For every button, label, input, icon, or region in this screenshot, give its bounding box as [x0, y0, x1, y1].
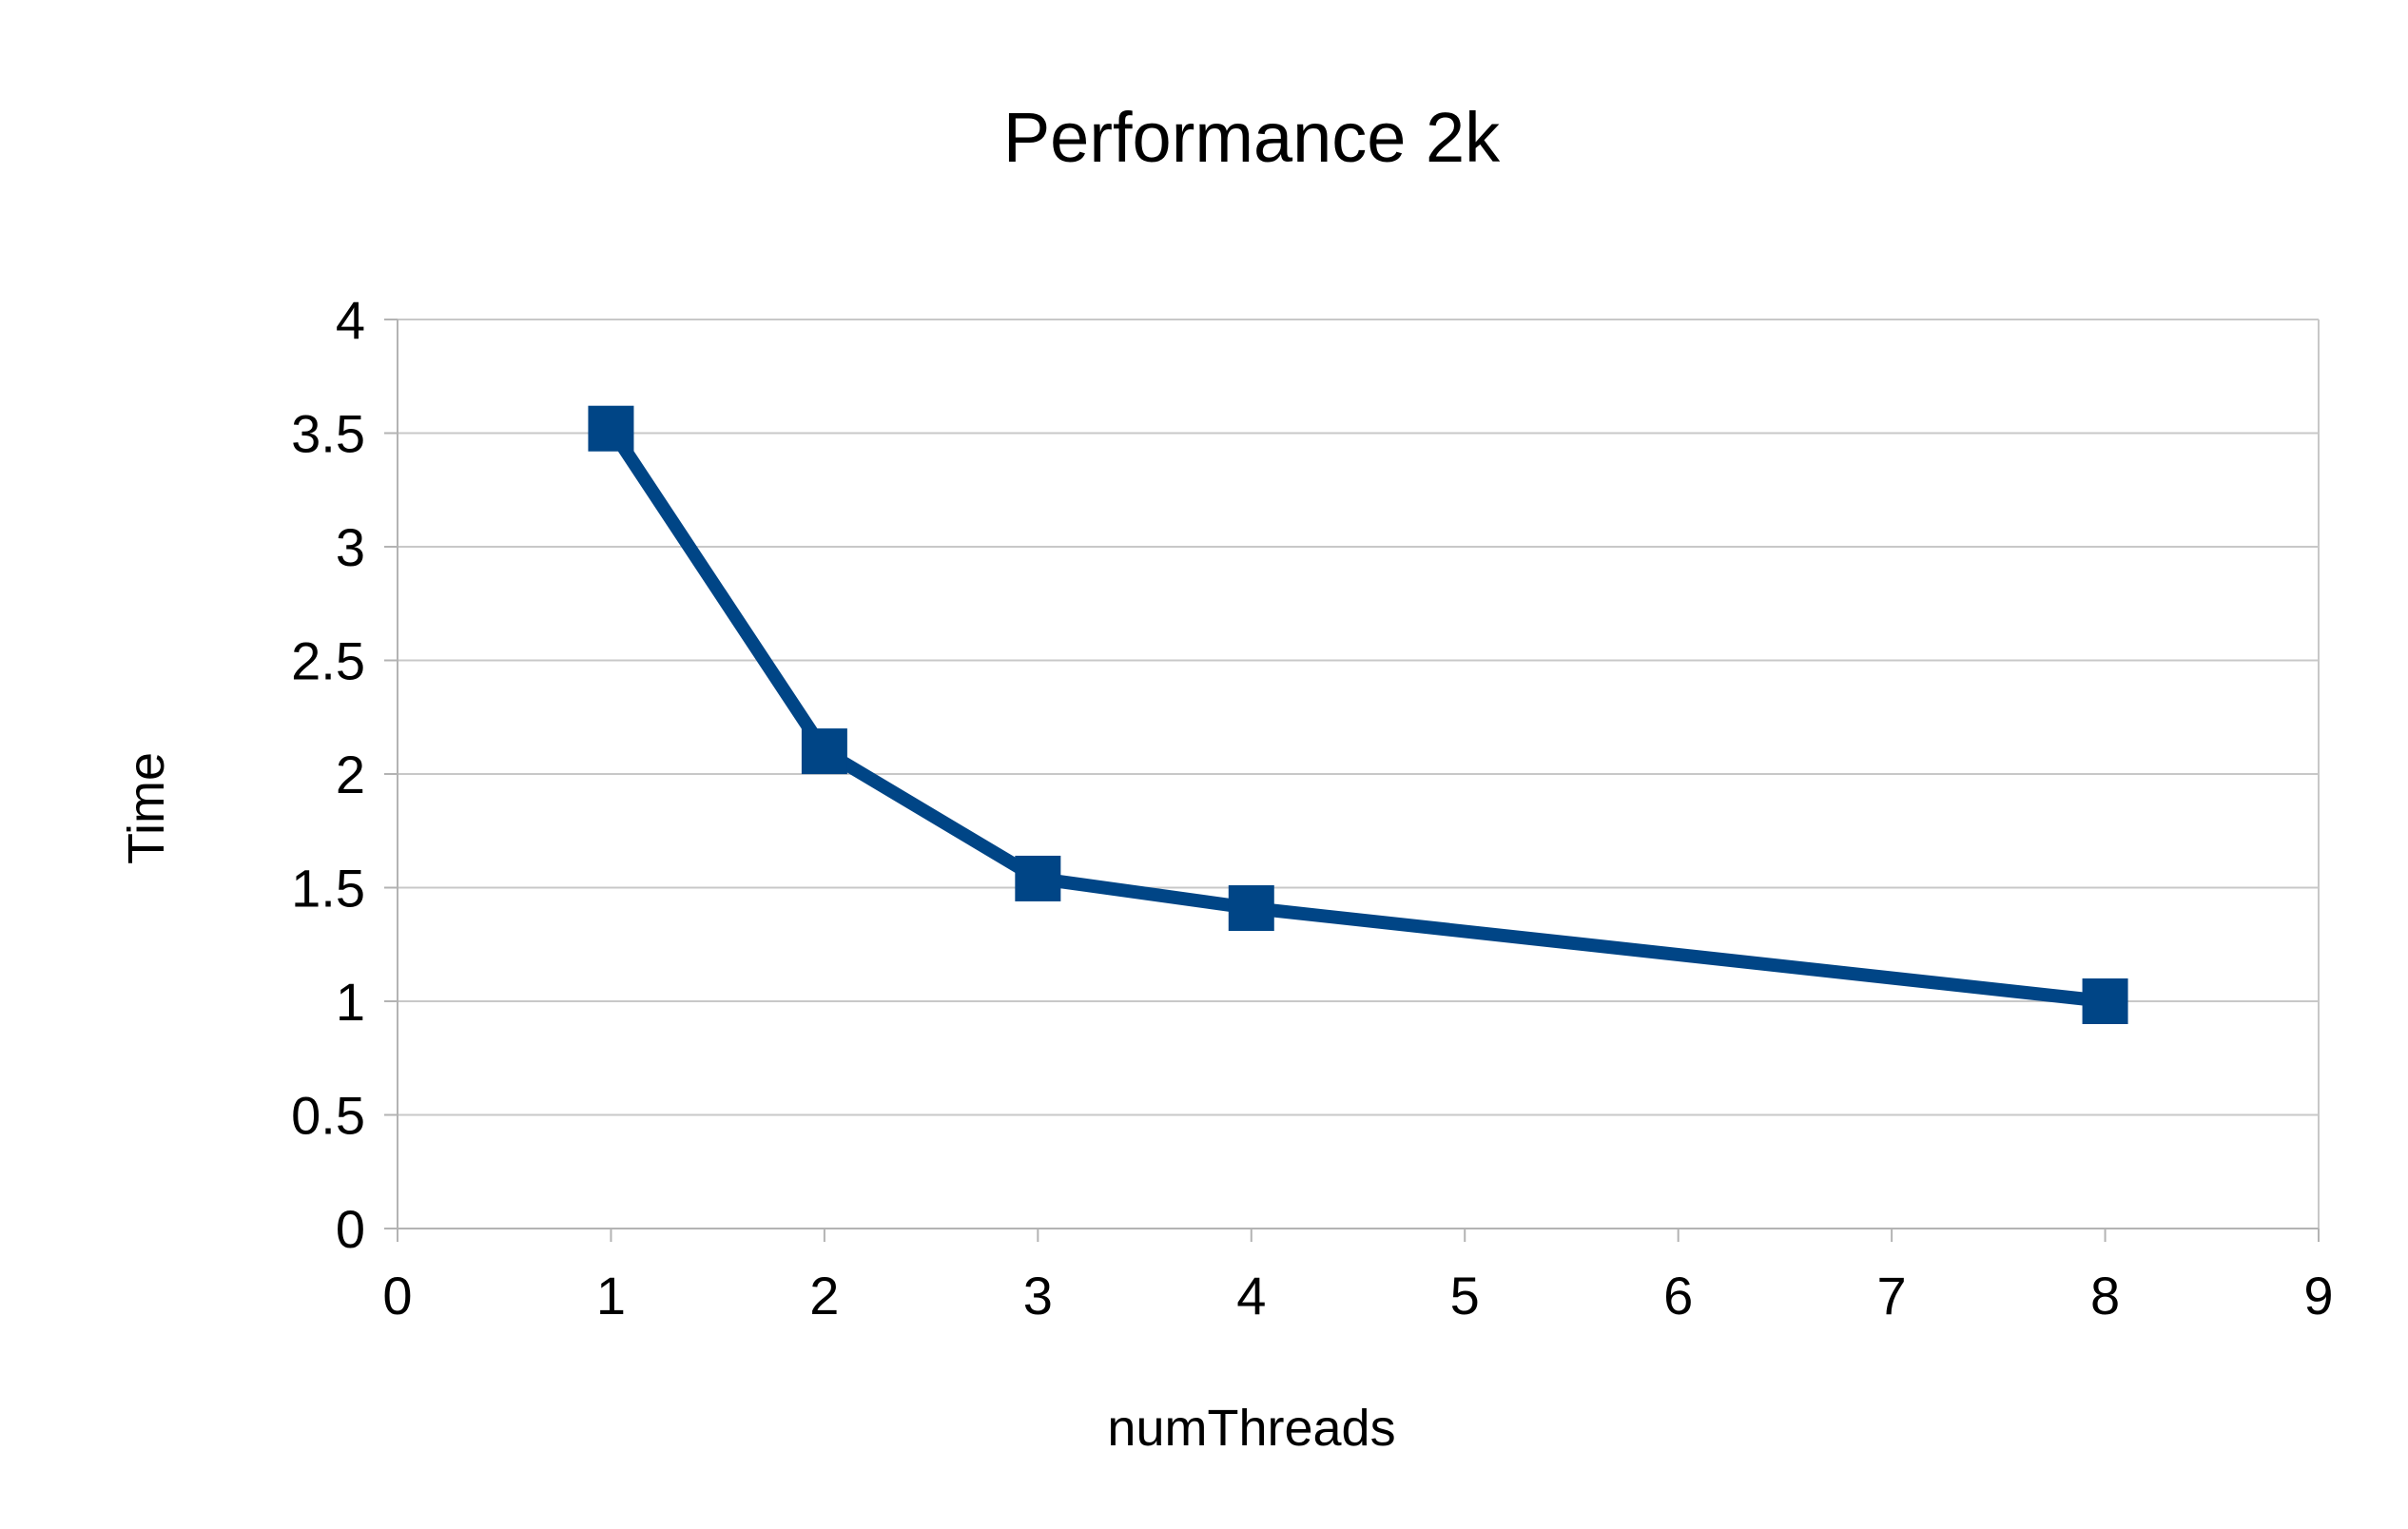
data-point-marker — [1015, 855, 1061, 901]
y-tick-label: 3.5 — [291, 404, 365, 464]
y-tick-label: 0 — [336, 1199, 365, 1259]
chart-title: Performance 2k — [1003, 98, 1501, 177]
data-point-marker — [2082, 978, 2128, 1024]
y-tick-label: 2 — [336, 745, 365, 804]
y-tick-label: 1 — [336, 972, 365, 1032]
x-tick-label: 3 — [1023, 1266, 1053, 1326]
series-line — [604, 421, 2112, 1008]
x-tick-label: 2 — [809, 1266, 839, 1326]
x-tick-label: 9 — [2303, 1266, 2333, 1326]
y-tick-label: 3 — [336, 517, 365, 577]
x-tick-label: 8 — [2090, 1266, 2120, 1326]
x-tick-label: 4 — [1236, 1266, 1266, 1326]
data-point-marker — [801, 728, 847, 775]
tick-labels: 0 0.5 1 1.5 2 2.5 3 3.5 4 0 1 2 3 4 5 6 7 8 9 — [291, 290, 2333, 1326]
x-tick-label: 5 — [1450, 1266, 1480, 1326]
gridlines — [398, 319, 2319, 1116]
axes — [384, 319, 2320, 1242]
y-tick-label: 0.5 — [291, 1086, 365, 1146]
y-tick-label: 1.5 — [291, 859, 365, 919]
data-point-marker — [588, 405, 634, 452]
y-tick-label: 2.5 — [291, 631, 365, 691]
y-tick-label: 4 — [336, 290, 365, 350]
y-axis-label: Time — [118, 752, 175, 864]
x-tick-label: 0 — [382, 1266, 412, 1326]
series-group — [588, 405, 2128, 1024]
x-tick-label: 1 — [596, 1266, 626, 1326]
x-axis-label: numThreads — [1107, 1400, 1395, 1457]
x-tick-label: 6 — [1663, 1266, 1693, 1326]
x-tick-label: 7 — [1877, 1266, 1907, 1326]
data-point-marker — [1228, 885, 1274, 932]
